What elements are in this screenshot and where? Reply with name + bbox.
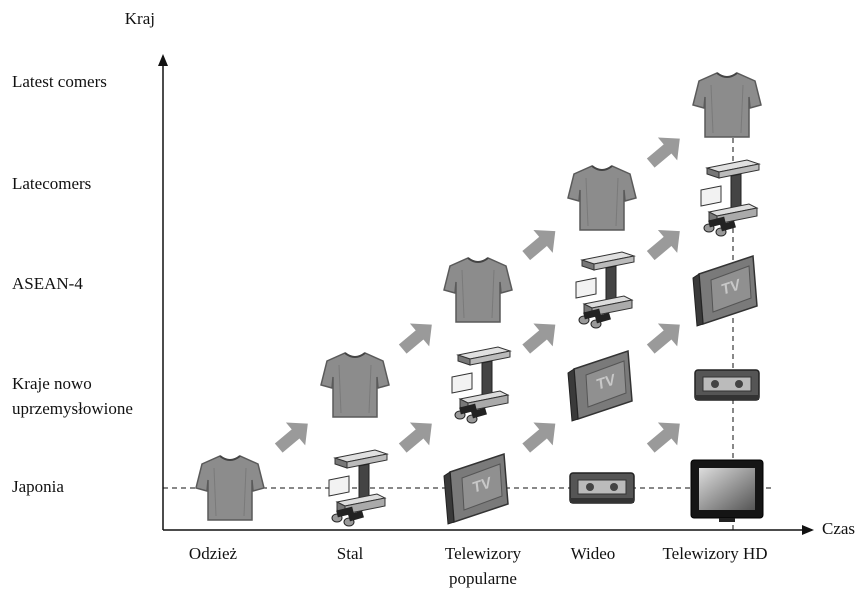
column-label: Stal [337,544,364,563]
column-label: Odzież [189,544,238,563]
x-axis-label: Czas [822,519,855,538]
product-icon [196,456,264,520]
arrow [641,313,689,360]
arrow [517,220,565,267]
product-icon [693,73,761,137]
product-icon [568,166,636,230]
column-label: Telewizory HD [662,544,767,563]
row-label: ASEAN-4 [12,274,83,293]
product-icon [321,353,389,417]
row-label: uprzemysłowione [12,399,133,418]
arrow [269,412,317,459]
arrow [641,127,689,174]
row-label: Latest comers [12,72,107,91]
product-icon [701,160,759,236]
product-icon [452,347,510,423]
product-icon [570,473,634,503]
product-icon [329,450,387,526]
y-axis-label: Kraj [125,9,155,28]
row-label: Latecomers [12,174,91,193]
product-icon [695,370,759,400]
arrow [641,412,689,459]
arrow [517,412,565,459]
column-label: Wideo [571,544,616,563]
arrow [393,313,441,360]
column-label: popularne [449,569,517,588]
arrow [393,412,441,459]
arrow [517,313,565,360]
row-label: Japonia [12,477,64,496]
diagram: Kraj Czas TVTVTV Latest comers Latecomers… [0,0,862,589]
product-icon [691,460,763,522]
row-label: Kraje nowo [12,374,92,393]
product-icon [444,258,512,322]
product-icon [576,252,634,328]
column-label: Telewizory [445,544,522,563]
arrow [641,220,689,267]
